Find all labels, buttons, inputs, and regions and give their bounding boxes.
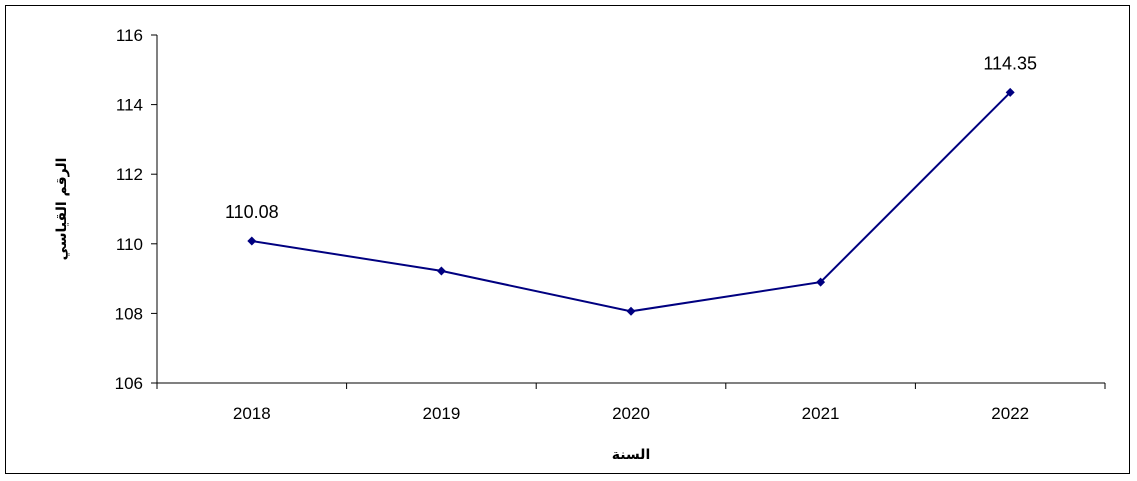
y-tick-label: 110 bbox=[116, 235, 143, 254]
series bbox=[247, 87, 1015, 316]
data-label: 110.08 bbox=[225, 202, 279, 222]
y-tick-label: 106 bbox=[115, 374, 143, 393]
x-tick-label: 2019 bbox=[422, 404, 460, 423]
data-point-marker bbox=[436, 266, 446, 276]
y-tick-label: 114 bbox=[116, 96, 143, 115]
y-tick-labels: 106 108 110 112 114 116 bbox=[115, 26, 143, 393]
data-point-marker bbox=[626, 306, 636, 316]
x-tick-label: 2018 bbox=[233, 404, 271, 423]
y-tick-label: 112 bbox=[116, 165, 143, 184]
chart-frame bbox=[5, 5, 1130, 474]
series-line bbox=[251, 91, 1011, 313]
y-axis-title: الرقم القياسي bbox=[54, 158, 70, 261]
x-tick-label: 2022 bbox=[991, 404, 1029, 423]
data-labels: 110.08 114.35 bbox=[225, 53, 1037, 222]
x-tick-label: 2021 bbox=[802, 404, 840, 423]
x-tick-label: 2020 bbox=[612, 404, 650, 423]
y-tick-label: 116 bbox=[116, 26, 143, 45]
x-axis-title: السنة bbox=[612, 447, 651, 463]
data-point-marker bbox=[1005, 87, 1015, 97]
data-point-marker bbox=[816, 277, 826, 287]
y-tick-label: 108 bbox=[115, 304, 143, 323]
data-label: 114.35 bbox=[983, 53, 1037, 73]
data-point-marker bbox=[247, 236, 257, 246]
axes bbox=[151, 34, 1106, 389]
x-tick-labels: 2018 2019 2020 2021 2022 bbox=[233, 404, 1029, 423]
